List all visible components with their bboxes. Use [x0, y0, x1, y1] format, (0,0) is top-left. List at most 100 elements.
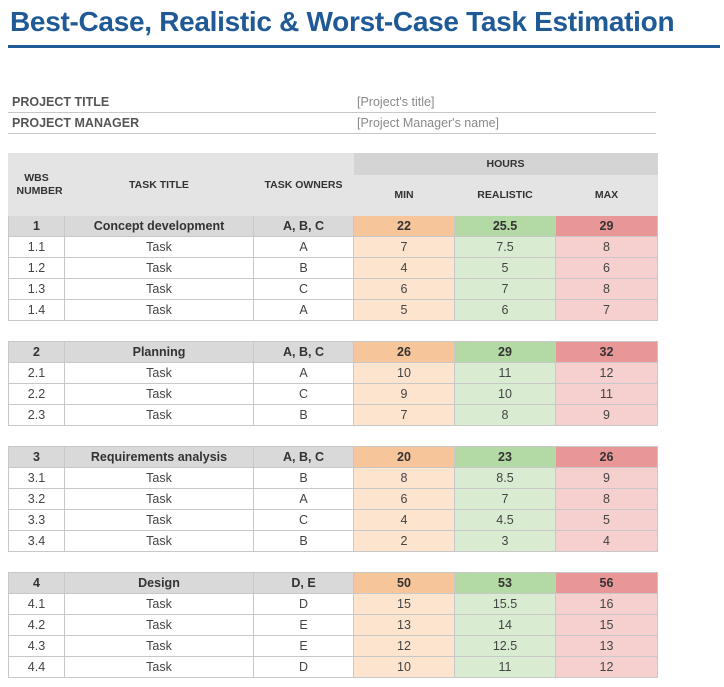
- task-title-cell[interactable]: Task: [64, 635, 254, 657]
- task-title-cell[interactable]: Task: [64, 257, 254, 279]
- task-owners-cell[interactable]: B: [253, 257, 354, 279]
- wbs-cell[interactable]: 2.2: [8, 383, 65, 405]
- task-owners-cell[interactable]: A, B, C: [253, 341, 354, 363]
- min-hours-cell[interactable]: 9: [353, 383, 455, 405]
- task-owners-cell[interactable]: A: [253, 236, 354, 258]
- min-hours-cell[interactable]: 15: [353, 593, 455, 615]
- min-hours-cell[interactable]: 4: [353, 509, 455, 531]
- max-hours-cell[interactable]: 29: [554, 215, 659, 237]
- wbs-cell[interactable]: 1.1: [8, 236, 65, 258]
- max-hours-cell[interactable]: 8: [554, 488, 659, 510]
- realistic-hours-cell[interactable]: 11: [454, 656, 556, 678]
- max-hours-cell[interactable]: 26: [554, 446, 659, 468]
- task-owners-cell[interactable]: B: [253, 404, 354, 426]
- min-hours-cell[interactable]: 50: [353, 572, 455, 594]
- max-hours-cell[interactable]: 4: [554, 530, 659, 552]
- max-hours-cell[interactable]: 15: [554, 614, 659, 636]
- min-hours-cell[interactable]: 10: [353, 362, 455, 384]
- wbs-cell[interactable]: 4: [8, 572, 65, 594]
- min-hours-cell[interactable]: 10: [353, 656, 455, 678]
- wbs-cell[interactable]: 4.1: [8, 593, 65, 615]
- realistic-hours-cell[interactable]: 8.5: [454, 467, 556, 489]
- task-owners-cell[interactable]: B: [253, 467, 354, 489]
- realistic-hours-cell[interactable]: 23: [454, 446, 556, 468]
- realistic-hours-cell[interactable]: 15.5: [454, 593, 556, 615]
- task-title-cell[interactable]: Concept development: [64, 215, 254, 237]
- max-hours-cell[interactable]: 12: [554, 362, 659, 384]
- task-owners-cell[interactable]: A, B, C: [253, 446, 354, 468]
- max-hours-cell[interactable]: 9: [554, 404, 659, 426]
- max-hours-cell[interactable]: 8: [554, 236, 659, 258]
- task-owners-cell[interactable]: A: [253, 362, 354, 384]
- task-title-cell[interactable]: Task: [64, 509, 254, 531]
- max-hours-cell[interactable]: 12: [554, 656, 659, 678]
- min-hours-cell[interactable]: 12: [353, 635, 455, 657]
- wbs-cell[interactable]: 3.2: [8, 488, 65, 510]
- min-hours-cell[interactable]: 26: [353, 341, 455, 363]
- task-title-cell[interactable]: Task: [64, 299, 254, 321]
- task-owners-cell[interactable]: E: [253, 635, 354, 657]
- wbs-cell[interactable]: 2: [8, 341, 65, 363]
- max-hours-cell[interactable]: 5: [554, 509, 659, 531]
- wbs-cell[interactable]: 3.3: [8, 509, 65, 531]
- realistic-hours-cell[interactable]: 12.5: [454, 635, 556, 657]
- task-owners-cell[interactable]: D: [253, 656, 354, 678]
- wbs-cell[interactable]: 1.4: [8, 299, 65, 321]
- task-owners-cell[interactable]: D: [253, 593, 354, 615]
- min-hours-cell[interactable]: 5: [353, 299, 455, 321]
- realistic-hours-cell[interactable]: 6: [454, 299, 556, 321]
- max-hours-cell[interactable]: 11: [554, 383, 659, 405]
- task-title-cell[interactable]: Task: [64, 236, 254, 258]
- realistic-hours-cell[interactable]: 11: [454, 362, 556, 384]
- min-hours-cell[interactable]: 4: [353, 257, 455, 279]
- realistic-hours-cell[interactable]: 7.5: [454, 236, 556, 258]
- wbs-cell[interactable]: 1: [8, 215, 65, 237]
- min-hours-cell[interactable]: 7: [353, 404, 455, 426]
- wbs-cell[interactable]: 1.2: [8, 257, 65, 279]
- max-hours-cell[interactable]: 6: [554, 257, 659, 279]
- realistic-hours-cell[interactable]: 8: [454, 404, 556, 426]
- project-title-field[interactable]: [Project's title]: [357, 95, 435, 109]
- min-hours-cell[interactable]: 6: [353, 278, 455, 300]
- task-title-cell[interactable]: Design: [64, 572, 254, 594]
- max-hours-cell[interactable]: 16: [554, 593, 659, 615]
- min-hours-cell[interactable]: 7: [353, 236, 455, 258]
- task-owners-cell[interactable]: A: [253, 488, 354, 510]
- realistic-hours-cell[interactable]: 10: [454, 383, 556, 405]
- max-hours-cell[interactable]: 7: [554, 299, 659, 321]
- max-hours-cell[interactable]: 9: [554, 467, 659, 489]
- wbs-cell[interactable]: 2.3: [8, 404, 65, 426]
- min-hours-cell[interactable]: 2: [353, 530, 455, 552]
- task-title-cell[interactable]: Task: [64, 593, 254, 615]
- realistic-hours-cell[interactable]: 4.5: [454, 509, 556, 531]
- max-hours-cell[interactable]: 56: [554, 572, 659, 594]
- task-owners-cell[interactable]: B: [253, 530, 354, 552]
- realistic-hours-cell[interactable]: 7: [454, 488, 556, 510]
- task-title-cell[interactable]: Task: [64, 467, 254, 489]
- task-title-cell[interactable]: Task: [64, 530, 254, 552]
- wbs-cell[interactable]: 2.1: [8, 362, 65, 384]
- min-hours-cell[interactable]: 20: [353, 446, 455, 468]
- wbs-cell[interactable]: 1.3: [8, 278, 65, 300]
- min-hours-cell[interactable]: 6: [353, 488, 455, 510]
- task-owners-cell[interactable]: A, B, C: [253, 215, 354, 237]
- wbs-cell[interactable]: 4.2: [8, 614, 65, 636]
- task-title-cell[interactable]: Task: [64, 278, 254, 300]
- task-owners-cell[interactable]: E: [253, 614, 354, 636]
- task-title-cell[interactable]: Requirements analysis: [64, 446, 254, 468]
- realistic-hours-cell[interactable]: 5: [454, 257, 556, 279]
- max-hours-cell[interactable]: 8: [554, 278, 659, 300]
- wbs-cell[interactable]: 4.3: [8, 635, 65, 657]
- wbs-cell[interactable]: 3.4: [8, 530, 65, 552]
- task-title-cell[interactable]: Task: [64, 362, 254, 384]
- max-hours-cell[interactable]: 32: [554, 341, 659, 363]
- task-owners-cell[interactable]: C: [253, 509, 354, 531]
- realistic-hours-cell[interactable]: 25.5: [454, 215, 556, 237]
- realistic-hours-cell[interactable]: 7: [454, 278, 556, 300]
- task-title-cell[interactable]: Task: [64, 488, 254, 510]
- realistic-hours-cell[interactable]: 29: [454, 341, 556, 363]
- task-owners-cell[interactable]: D, E: [253, 572, 354, 594]
- task-owners-cell[interactable]: C: [253, 383, 354, 405]
- min-hours-cell[interactable]: 13: [353, 614, 455, 636]
- max-hours-cell[interactable]: 13: [554, 635, 659, 657]
